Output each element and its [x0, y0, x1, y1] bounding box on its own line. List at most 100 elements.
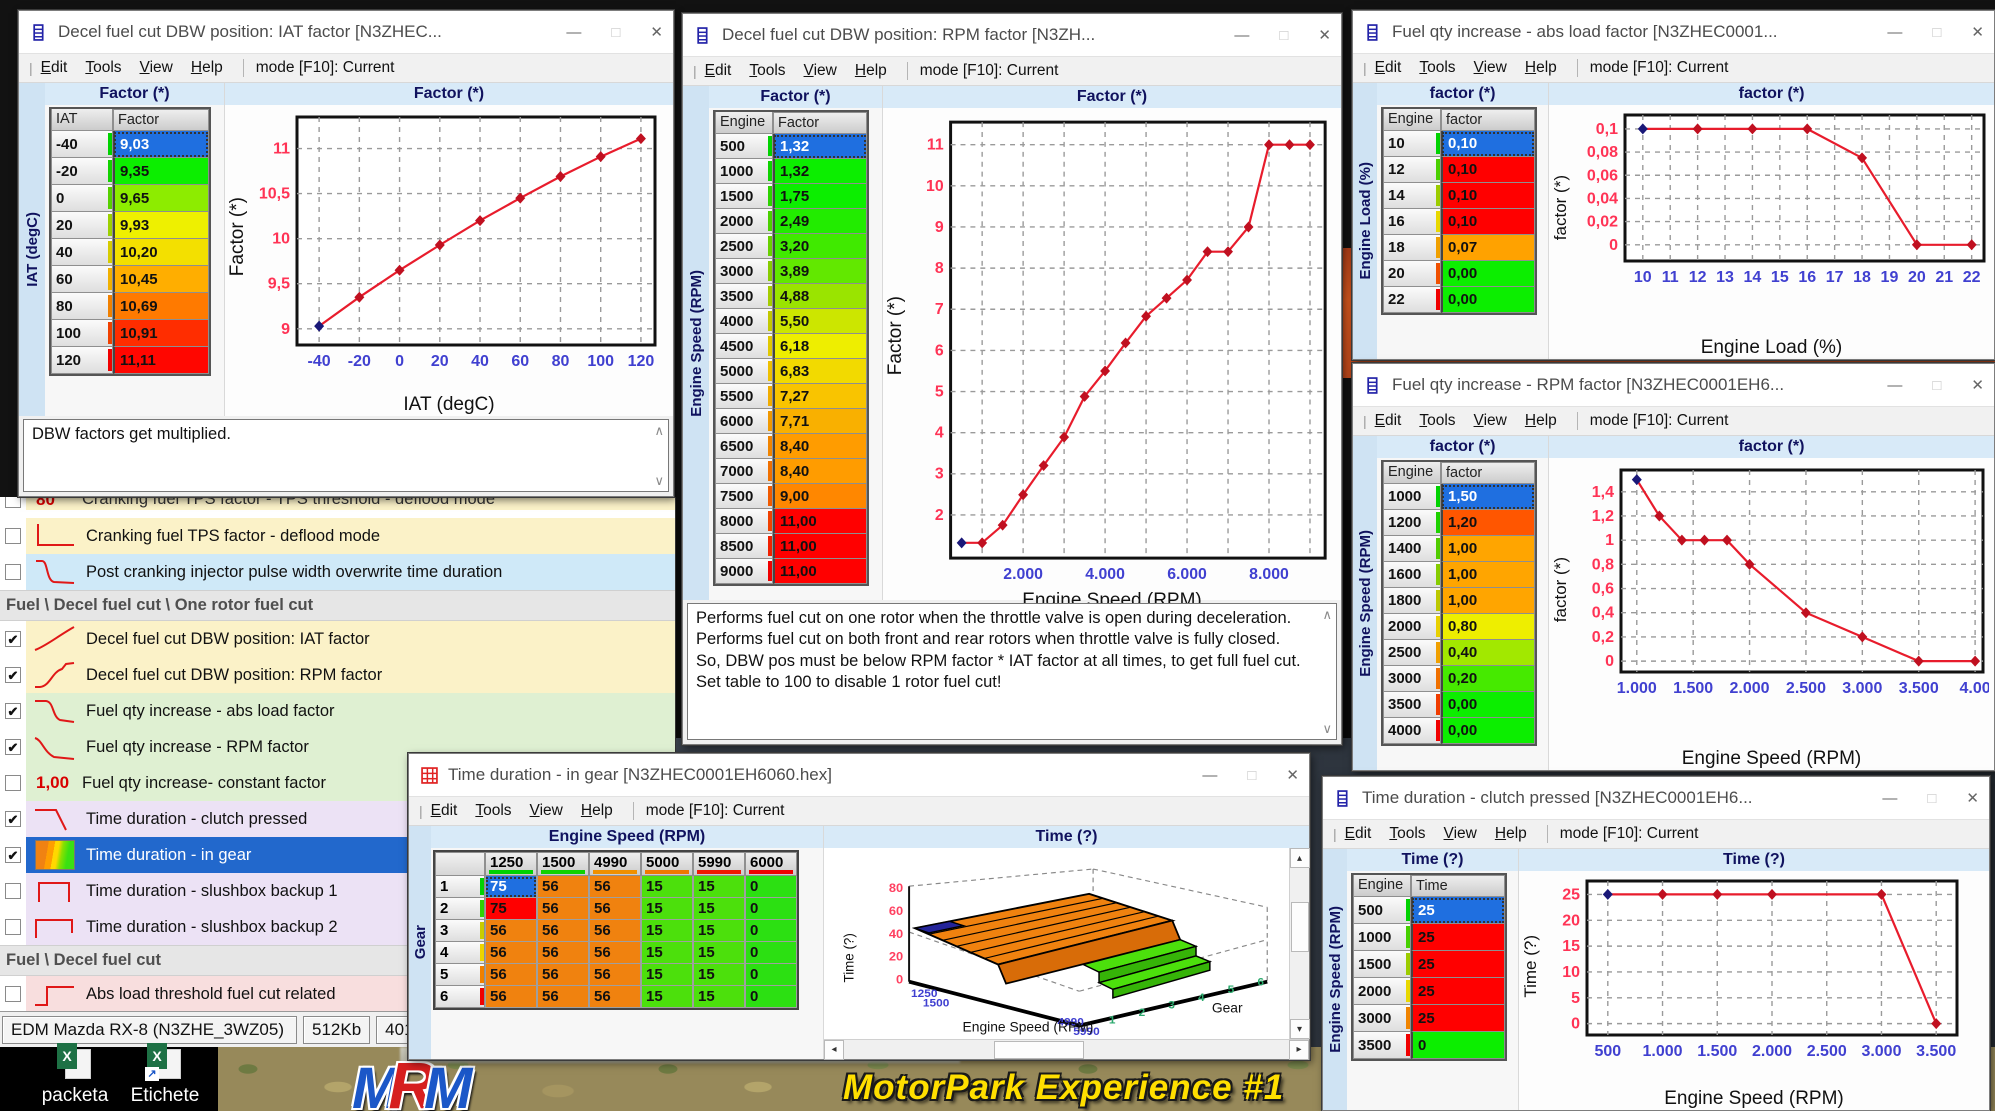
menu-edit[interactable]: Edit: [40, 59, 68, 76]
menu-view[interactable]: View: [139, 59, 173, 76]
value-cell[interactable]: 1,20: [1441, 510, 1535, 536]
value-cell[interactable]: 56: [589, 964, 641, 986]
row-header[interactable]: 9000: [715, 559, 773, 584]
menu-help[interactable]: Help: [854, 62, 887, 79]
value-cell[interactable]: 56: [537, 920, 589, 942]
value-cell[interactable]: 0,10: [1441, 209, 1535, 235]
mode-indicator[interactable]: mode [F10]: Current: [1589, 412, 1729, 429]
value-cell[interactable]: 0,00: [1441, 287, 1535, 313]
title-bar[interactable]: Decel fuel cut DBW position: IAT factor …: [19, 11, 673, 53]
value-cell[interactable]: 15: [641, 986, 693, 1008]
value-cell[interactable]: 1,00: [1441, 588, 1535, 614]
value-cell[interactable]: 15: [641, 942, 693, 964]
maximize-button[interactable]: □: [611, 23, 621, 41]
scrollbar-thumb[interactable]: [1290, 902, 1309, 952]
value-cell[interactable]: 56: [537, 942, 589, 964]
row-header[interactable]: 3500: [1383, 692, 1441, 718]
row-header[interactable]: 8000: [715, 509, 773, 534]
row-header[interactable]: 6: [435, 986, 485, 1008]
value-cell[interactable]: 11,00: [773, 534, 867, 559]
menu-edit[interactable]: Edit: [1344, 825, 1372, 842]
value-cell[interactable]: 0,80: [1441, 614, 1535, 640]
row-header[interactable]: 5500: [715, 384, 773, 409]
list-item[interactable]: Post cranking injector pulse width overw…: [0, 554, 675, 590]
row-header[interactable]: 2000: [715, 209, 773, 234]
value-cell[interactable]: 11,11: [113, 347, 209, 374]
minimize-button[interactable]: —: [1887, 376, 1903, 394]
value-cell[interactable]: 1,50: [1441, 484, 1535, 510]
row-header[interactable]: 14: [1383, 183, 1441, 209]
row-header[interactable]: 1500: [1353, 951, 1411, 978]
close-button[interactable]: ✕: [1286, 766, 1299, 784]
value-cell[interactable]: 0,10: [1441, 183, 1535, 209]
value-cell[interactable]: 0,10: [1441, 131, 1535, 157]
value-cell[interactable]: 11,00: [773, 559, 867, 584]
value-cell[interactable]: 15: [693, 898, 745, 920]
value-cell[interactable]: 9,93: [113, 212, 209, 239]
value-cell[interactable]: 56: [485, 964, 537, 986]
checkbox[interactable]: ✔: [5, 703, 21, 719]
menu-edit[interactable]: Edit: [1374, 59, 1402, 76]
row-header[interactable]: 120: [51, 347, 113, 374]
value-column-header[interactable]: Factor: [773, 112, 867, 134]
row-header[interactable]: 40: [51, 239, 113, 266]
minimize-button[interactable]: —: [1202, 766, 1218, 784]
value-cell[interactable]: 25: [1411, 978, 1505, 1005]
checkbox[interactable]: [5, 919, 21, 935]
value-cell[interactable]: 15: [641, 876, 693, 898]
scroll-down-icon[interactable]: ▾: [1289, 1019, 1310, 1039]
scroll-down-icon[interactable]: ∨: [1322, 721, 1332, 736]
checkbox[interactable]: [5, 883, 21, 899]
row-header[interactable]: 3000: [1353, 1005, 1411, 1032]
scroll-up-icon[interactable]: ∧: [654, 422, 664, 438]
row-header[interactable]: 20: [51, 212, 113, 239]
minimize-button[interactable]: —: [1887, 23, 1903, 41]
value-cell[interactable]: 9,65: [113, 185, 209, 212]
row-header[interactable]: 4000: [715, 309, 773, 334]
value-cell[interactable]: 1,75: [773, 184, 867, 209]
row-header[interactable]: 6000: [715, 409, 773, 434]
row-header[interactable]: 4000: [1383, 718, 1441, 744]
list-item[interactable]: ✔ Decel fuel cut DBW position: RPM facto…: [0, 657, 675, 693]
close-button[interactable]: ✕: [1971, 23, 1984, 41]
value-cell[interactable]: 56: [485, 920, 537, 942]
row-header[interactable]: 1800: [1383, 588, 1441, 614]
menu-view[interactable]: View: [1443, 825, 1477, 842]
row-header[interactable]: 1000: [1353, 924, 1411, 951]
menu-edit[interactable]: Edit: [704, 62, 732, 79]
scroll-left-icon[interactable]: ◂: [824, 1039, 844, 1060]
row-header[interactable]: 1: [435, 876, 485, 898]
row-header[interactable]: 500: [1353, 897, 1411, 924]
value-cell[interactable]: 10,69: [113, 293, 209, 320]
row-header[interactable]: 2000: [1383, 614, 1441, 640]
row-header[interactable]: 7000: [715, 459, 773, 484]
value-cell[interactable]: 1,00: [1441, 536, 1535, 562]
list-item-clipped[interactable]: 80 Cranking fuel TPS factor - TPS thresh…: [0, 497, 675, 518]
value-cell[interactable]: 0: [745, 898, 797, 920]
menu-help[interactable]: Help: [1524, 412, 1557, 429]
value-cell[interactable]: 1,32: [773, 159, 867, 184]
checkbox[interactable]: [5, 528, 21, 544]
minimize-button[interactable]: —: [1882, 789, 1898, 807]
row-header[interactable]: 80: [51, 293, 113, 320]
menu-view[interactable]: View: [1473, 412, 1507, 429]
menu-help[interactable]: Help: [1524, 59, 1557, 76]
scroll-up-icon[interactable]: ▴: [1289, 848, 1310, 868]
value-cell[interactable]: 0: [745, 964, 797, 986]
value-cell[interactable]: 0,07: [1441, 235, 1535, 261]
value-cell[interactable]: 7,71: [773, 409, 867, 434]
row-header[interactable]: 3500: [1353, 1032, 1411, 1059]
column-header[interactable]: 1500: [537, 852, 589, 876]
value-cell[interactable]: 15: [693, 876, 745, 898]
menu-tools[interactable]: Tools: [1419, 59, 1456, 76]
value-cell[interactable]: 3,89: [773, 259, 867, 284]
menu-help[interactable]: Help: [190, 59, 223, 76]
value-column-header[interactable]: factor: [1441, 462, 1535, 484]
value-column-header[interactable]: factor: [1441, 109, 1535, 131]
row-header[interactable]: 2500: [1383, 640, 1441, 666]
desktop-icon-etichete[interactable]: X ↗ Etichete: [122, 1043, 208, 1107]
key-column-header[interactable]: Engine: [1383, 462, 1441, 484]
minimize-button[interactable]: —: [1234, 26, 1250, 44]
row-header[interactable]: 1200: [1383, 510, 1441, 536]
maximize-button[interactable]: □: [1927, 789, 1937, 807]
